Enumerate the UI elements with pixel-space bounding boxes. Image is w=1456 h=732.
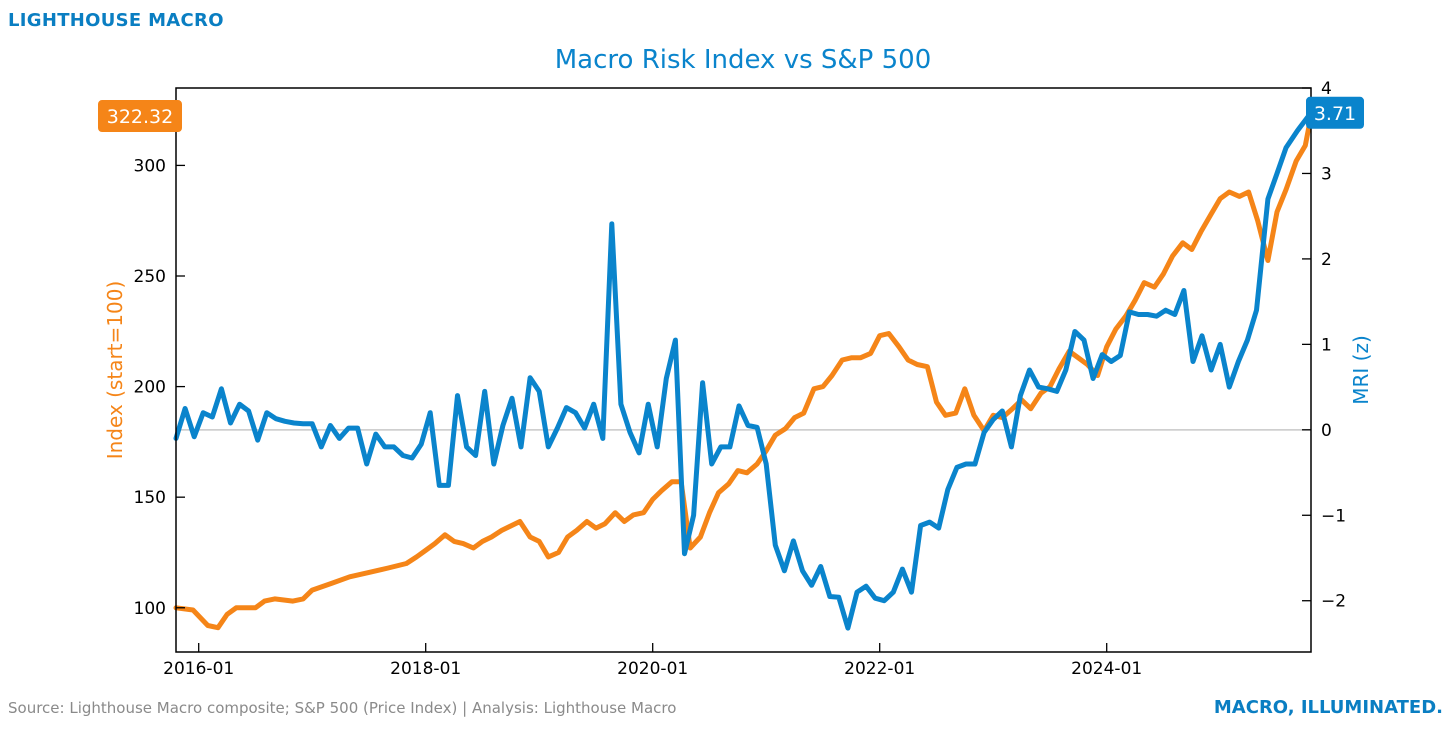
sp500-end-badge	[98, 100, 182, 133]
left-y-tick-label: 300	[134, 156, 166, 176]
sp500-line	[173, 113, 1314, 631]
right-y-tick-label: 0	[1321, 421, 1332, 441]
chart-svg: Macro Risk Index vs S&P 500 2016-01 2018-…	[98, 45, 1373, 679]
left-y-tick-label: 150	[134, 488, 166, 508]
x-tick-label: 2020-01	[617, 659, 688, 679]
plot-area: 2016-01 2018-01 2020-01 2022-01 2024-01 100 15…	[98, 79, 1373, 679]
left-y-tick-label: 250	[134, 267, 166, 287]
x-tick-label: 2018-01	[390, 659, 461, 679]
left-y-tick-label: 200	[134, 378, 166, 398]
plot-frame	[175, 87, 1312, 653]
source-note: Source: Lighthouse Macro composite; S&P …	[8, 699, 677, 717]
sp500-end-value: 322.32	[107, 106, 173, 128]
right-axis-label: MRI (z)	[1349, 335, 1373, 405]
chart-title: Macro Risk Index vs S&P 500	[555, 45, 932, 75]
brand-logo-text: LIGHTHOUSE MACRO	[8, 10, 224, 31]
right-y-tick-label: 3	[1321, 164, 1332, 184]
left-axis-label: Index (start=100)	[103, 281, 127, 460]
tagline: MACRO, ILLUMINATED.	[1213, 697, 1443, 718]
x-tick-label: 2022-01	[844, 659, 915, 679]
mri-end-badge	[1306, 96, 1364, 129]
x-tick-label: 2016-01	[163, 659, 234, 679]
mri-line	[173, 110, 1314, 631]
right-y-tick-label: −2	[1321, 592, 1346, 612]
right-y-tick-label: 1	[1321, 335, 1332, 355]
right-y-tick-label: 2	[1321, 250, 1332, 270]
mri-end-value: 3.71	[1314, 103, 1356, 125]
right-y-tick-label: 4	[1321, 79, 1332, 99]
right-y-tick-label: −1	[1321, 506, 1346, 526]
x-tick-label: 2024-01	[1071, 659, 1142, 679]
left-y-tick-label: 100	[134, 599, 166, 619]
